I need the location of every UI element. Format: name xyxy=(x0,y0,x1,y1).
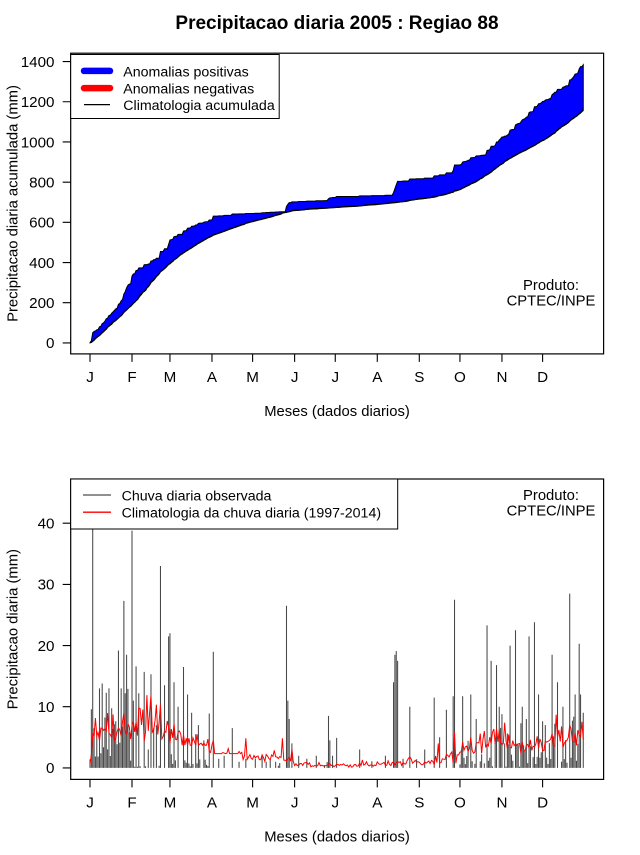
svg-text:20: 20 xyxy=(38,638,55,655)
svg-text:N: N xyxy=(496,795,507,812)
svg-text:J: J xyxy=(291,795,299,812)
svg-text:S: S xyxy=(414,795,424,812)
svg-text:Climatologia da chuva diaria (: Climatologia da chuva diaria (1997-2014) xyxy=(122,506,381,522)
svg-text:F: F xyxy=(127,369,136,386)
svg-text:N: N xyxy=(496,369,507,386)
svg-text:Meses (dados diarios): Meses (dados diarios) xyxy=(264,830,410,846)
svg-text:J: J xyxy=(331,369,339,386)
svg-text:Climatologia acumulada: Climatologia acumulada xyxy=(123,98,275,114)
svg-text:M: M xyxy=(164,795,177,812)
svg-text:Anomalias negativas: Anomalias negativas xyxy=(123,82,254,98)
svg-text:F: F xyxy=(127,795,136,812)
svg-text:0: 0 xyxy=(46,760,54,777)
svg-text:J: J xyxy=(86,795,94,812)
svg-text:400: 400 xyxy=(29,255,54,272)
svg-text:1200: 1200 xyxy=(21,94,55,111)
svg-text:J: J xyxy=(331,795,339,812)
svg-text:M: M xyxy=(164,369,177,386)
svg-text:200: 200 xyxy=(29,295,54,312)
svg-text:O: O xyxy=(454,795,466,812)
svg-text:O: O xyxy=(454,369,466,386)
svg-text:A: A xyxy=(207,369,218,386)
svg-text:D: D xyxy=(537,369,548,386)
svg-text:Precipitacao diaria 2005 : Reg: Precipitacao diaria 2005 : Regiao 88 xyxy=(175,13,498,34)
svg-text:Produto:: Produto: xyxy=(523,488,579,504)
svg-text:CPTEC/INPE: CPTEC/INPE xyxy=(507,503,596,519)
svg-text:J: J xyxy=(86,369,94,386)
svg-text:30: 30 xyxy=(38,577,55,594)
svg-text:D: D xyxy=(537,795,548,812)
svg-text:M: M xyxy=(246,369,259,386)
svg-text:A: A xyxy=(372,369,383,386)
svg-text:A: A xyxy=(207,795,218,812)
svg-text:800: 800 xyxy=(29,174,54,191)
svg-text:Anomalias positivas: Anomalias positivas xyxy=(123,64,248,80)
svg-text:40: 40 xyxy=(38,516,55,533)
svg-text:600: 600 xyxy=(29,215,54,232)
svg-text:1400: 1400 xyxy=(21,54,55,71)
svg-text:Chuva diaria observada: Chuva diaria observada xyxy=(122,488,272,504)
svg-text:1000: 1000 xyxy=(21,134,55,151)
svg-text:M: M xyxy=(246,795,259,812)
svg-text:Produto:: Produto: xyxy=(523,278,579,294)
svg-text:10: 10 xyxy=(38,699,55,716)
svg-text:Precipitacao diaria acumulada: Precipitacao diaria acumulada (mm) xyxy=(6,85,22,322)
svg-text:S: S xyxy=(414,369,424,386)
svg-text:Meses (dados diarios): Meses (dados diarios) xyxy=(264,404,410,420)
svg-text:CPTEC/INPE: CPTEC/INPE xyxy=(507,294,596,310)
svg-text:A: A xyxy=(372,795,383,812)
svg-text:J: J xyxy=(291,369,299,386)
svg-text:Precipitacao diaria (mm): Precipitacao diaria (mm) xyxy=(6,549,22,709)
svg-text:0: 0 xyxy=(46,335,54,352)
